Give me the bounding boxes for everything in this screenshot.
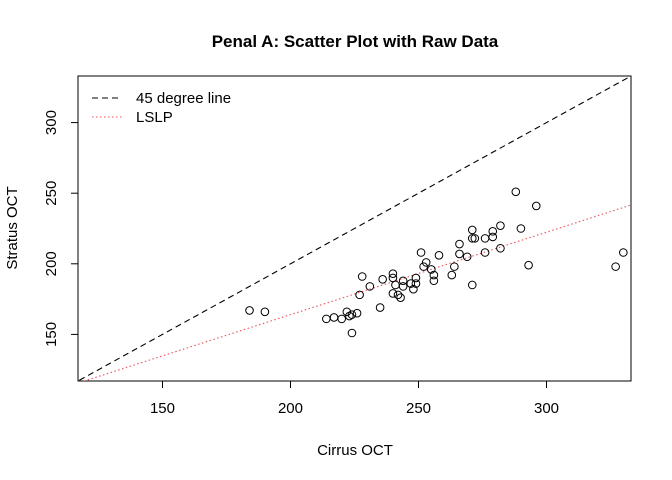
data-point — [388, 269, 398, 278]
data-point — [447, 270, 457, 280]
x-tick-label: 250 — [406, 400, 431, 417]
data-point — [462, 252, 472, 262]
lslp-fit-line — [82, 204, 631, 381]
legend-label: 45 degree line — [136, 90, 231, 107]
data-point — [391, 280, 400, 290]
data-point — [511, 187, 521, 197]
data-point — [396, 293, 405, 302]
data-point — [352, 308, 362, 318]
data-point — [531, 201, 541, 211]
data-point — [429, 270, 439, 280]
data-point — [467, 225, 477, 235]
data-point — [378, 275, 387, 284]
data-point — [488, 227, 498, 236]
y-tick-label: 300 — [43, 110, 60, 135]
data-point — [611, 262, 620, 271]
data-point — [455, 249, 464, 259]
data-point — [375, 303, 385, 312]
data-point — [496, 243, 505, 253]
data-point — [516, 224, 526, 233]
y-tick-label: 250 — [43, 181, 60, 206]
data-point — [450, 262, 459, 271]
y-axis-label: Stratus OCT — [4, 186, 21, 269]
data-point — [619, 248, 628, 257]
x-tick-label: 300 — [534, 400, 559, 417]
data-point — [429, 276, 439, 286]
data-point — [342, 307, 352, 317]
data-point — [496, 221, 505, 230]
data-point — [411, 273, 421, 283]
data-point — [488, 232, 498, 242]
data-point — [419, 262, 428, 271]
data-point — [467, 234, 477, 243]
legend-label: LSLP — [136, 109, 173, 126]
x-tick-label: 150 — [150, 400, 175, 417]
data-point — [245, 306, 254, 315]
data-point — [322, 314, 331, 324]
x-tick-label: 200 — [278, 400, 303, 417]
data-point — [347, 310, 357, 319]
data-point — [409, 284, 418, 294]
x-axis: 150 200 250 300 — [150, 380, 559, 417]
data-point — [388, 289, 398, 298]
data-point — [393, 290, 403, 300]
data-point — [411, 279, 421, 288]
data-point — [416, 248, 426, 257]
data-point — [406, 279, 416, 288]
data-point — [434, 251, 444, 260]
data-point — [365, 282, 375, 291]
data-point — [467, 280, 477, 290]
data-point — [355, 290, 364, 300]
data-point — [260, 307, 270, 317]
data-point — [480, 248, 490, 257]
data-point — [329, 313, 339, 322]
data-point — [524, 260, 533, 270]
chart-title: Penal A: Scatter Plot with Raw Data — [212, 32, 499, 51]
y-axis: 150 200 250 300 — [43, 110, 79, 347]
data-points — [245, 187, 628, 338]
data-point — [455, 239, 464, 249]
data-point — [480, 234, 490, 243]
data-point — [357, 272, 367, 281]
x-axis-label: Cirrus OCT — [317, 442, 393, 459]
reference-45-degree-line — [78, 76, 631, 381]
legend: 45 degree line LSLP — [92, 90, 231, 126]
data-point — [470, 234, 480, 243]
data-point — [337, 314, 346, 324]
data-point — [398, 276, 408, 286]
data-point — [427, 265, 436, 274]
data-point — [347, 328, 357, 338]
y-tick-label: 150 — [43, 322, 60, 347]
y-tick-label: 200 — [43, 251, 60, 276]
data-point — [421, 258, 431, 267]
data-point — [398, 282, 408, 291]
